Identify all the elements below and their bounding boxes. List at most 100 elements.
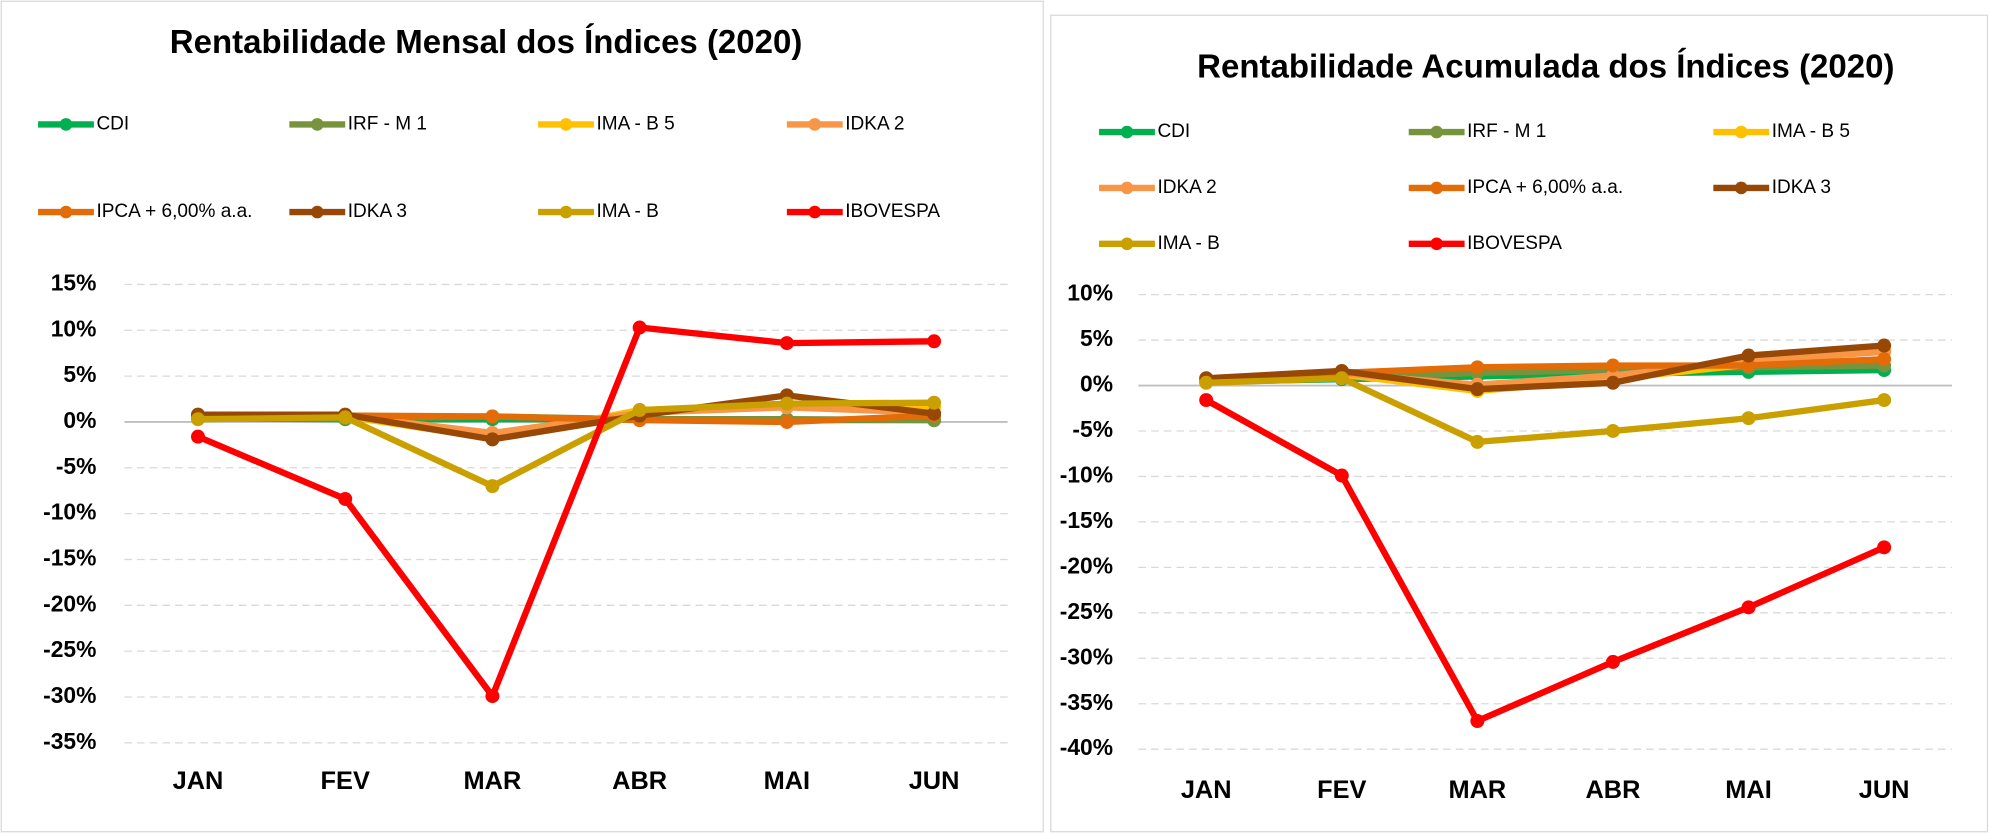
- legend-label: IDKA 3: [348, 201, 407, 222]
- legend-label: IMA - B: [596, 201, 658, 222]
- legend-label: IDKA 2: [1157, 177, 1216, 198]
- data-point: [191, 412, 205, 427]
- y-tick-label: -10%: [43, 499, 96, 525]
- y-tick-label: -20%: [1060, 552, 1113, 578]
- data-point: [779, 414, 794, 429]
- series-line: [197, 399, 935, 490]
- x-tick-label: FEV: [1317, 776, 1366, 804]
- y-tick-label: -35%: [1060, 689, 1113, 715]
- y-tick-label: -40%: [1060, 734, 1113, 760]
- legend-label: IPCA + 6,00% a.a.: [96, 201, 252, 222]
- data-point: [1334, 468, 1349, 483]
- legend-label: IDKA 3: [1772, 177, 1831, 198]
- x-tick-label: MAR: [1448, 776, 1506, 804]
- y-tick-label: 5%: [1080, 325, 1113, 351]
- data-point: [927, 406, 942, 421]
- data-point: [191, 429, 205, 444]
- data-point: [1470, 714, 1485, 728]
- legend-marker: [1430, 125, 1444, 139]
- legend-label: CDI: [1157, 121, 1190, 142]
- legend-label: CDI: [96, 113, 129, 134]
- legend-marker: [1120, 181, 1134, 195]
- x-tick-label: JUN: [909, 767, 960, 795]
- legend-marker: [808, 118, 822, 131]
- legend-marker: [1120, 125, 1134, 139]
- legend-label: IBOVESPA: [845, 201, 940, 222]
- data-point: [1199, 375, 1214, 390]
- data-point: [1605, 654, 1620, 669]
- data-point: [1605, 375, 1620, 390]
- data-point: [779, 336, 794, 351]
- x-tick-label: JAN: [1181, 776, 1232, 804]
- y-tick-label: -15%: [43, 545, 96, 571]
- data-point: [338, 491, 353, 506]
- y-tick-label: -20%: [43, 590, 96, 616]
- legend-marker: [808, 205, 822, 219]
- series-line: [196, 324, 935, 700]
- x-tick-label: ABR: [1585, 776, 1640, 804]
- y-tick-label: 0%: [63, 407, 96, 433]
- legend-label: IRF - M 1: [1467, 121, 1546, 142]
- y-tick-label: -35%: [43, 728, 96, 754]
- data-point: [927, 395, 942, 410]
- legend-label: IMA - B: [1157, 233, 1219, 254]
- x-tick-label: FEV: [321, 767, 370, 795]
- legend-label: IPCA + 6,00% a.a.: [1467, 177, 1623, 198]
- data-point: [485, 409, 500, 424]
- data-point: [1334, 371, 1349, 386]
- legend-label: IMA - B 5: [1772, 121, 1850, 142]
- data-point: [1741, 348, 1756, 363]
- data-point: [632, 403, 647, 418]
- x-tick-label: MAR: [464, 767, 522, 795]
- y-tick-label: -30%: [1060, 643, 1113, 669]
- series-line: [1206, 342, 1885, 393]
- legend-marker: [1734, 181, 1748, 195]
- data-point: [1741, 411, 1756, 426]
- legend-label: IBOVESPA: [1467, 233, 1562, 254]
- data-point: [1741, 358, 1756, 373]
- data-point: [338, 410, 353, 425]
- data-point: [779, 396, 794, 411]
- data-point: [1605, 423, 1620, 438]
- x-tick-label: MAI: [1725, 776, 1772, 804]
- legend-marker: [310, 205, 324, 219]
- legend-marker: [559, 205, 573, 219]
- y-tick-label: -30%: [43, 682, 96, 708]
- series-line: [1206, 375, 1885, 446]
- panel: [1050, 14, 1989, 833]
- y-tick-label: 15%: [51, 269, 97, 295]
- legend-marker: [1120, 237, 1134, 251]
- data-point: [1605, 358, 1620, 373]
- chart-title: Rentabilidade Acumulada dos Índices (202…: [1197, 47, 1894, 84]
- data-point: [1470, 382, 1485, 397]
- y-tick-label: 0%: [1080, 371, 1113, 397]
- data-point: [485, 432, 500, 447]
- data-point: [1470, 434, 1485, 449]
- legend-marker: [310, 118, 324, 131]
- y-tick-label: 5%: [63, 361, 96, 387]
- legend-marker: [59, 205, 73, 219]
- y-tick-label: -25%: [1060, 598, 1113, 624]
- data-point: [632, 320, 647, 335]
- legend-label: IRF - M 1: [348, 113, 427, 134]
- data-point: [1877, 352, 1892, 367]
- data-point: [1877, 393, 1892, 408]
- data-point: [927, 334, 942, 349]
- data-point: [1877, 338, 1892, 353]
- data-point: [1199, 393, 1214, 408]
- chart-title: Rentabilidade Mensal dos Índices (2020): [170, 23, 803, 60]
- legend-marker: [559, 118, 573, 131]
- data-point: [1877, 540, 1892, 555]
- y-tick-label: 10%: [1067, 280, 1113, 306]
- legend-marker: [1734, 125, 1748, 139]
- series-line: [1204, 397, 1886, 725]
- y-tick-label: -5%: [56, 453, 97, 479]
- data-point: [485, 479, 500, 494]
- x-tick-label: MAI: [764, 767, 811, 795]
- x-tick-label: JAN: [173, 767, 224, 795]
- y-tick-label: -10%: [1060, 461, 1113, 487]
- y-tick-label: -15%: [1060, 507, 1113, 533]
- legend-marker: [1430, 237, 1444, 251]
- data-point: [1741, 600, 1756, 615]
